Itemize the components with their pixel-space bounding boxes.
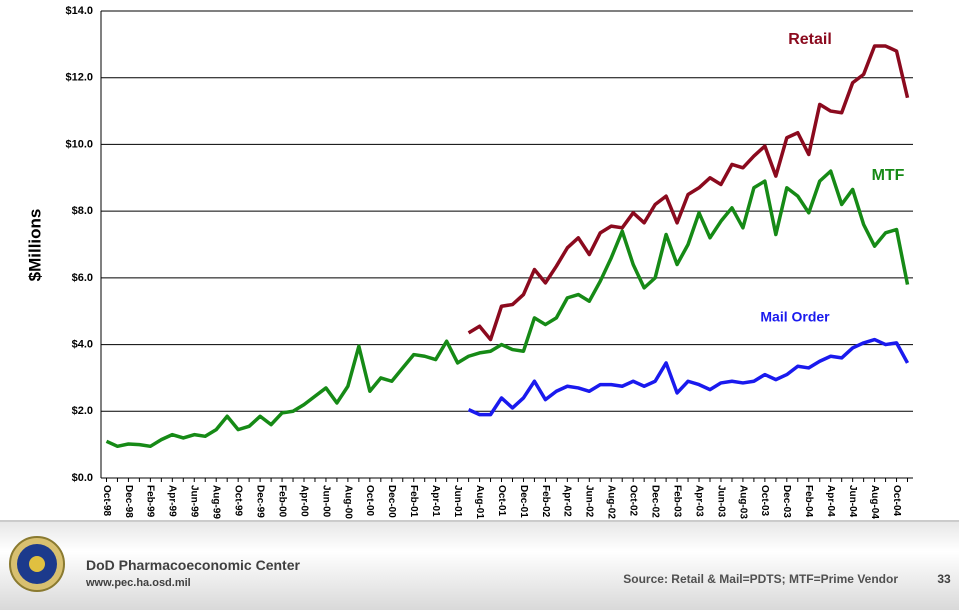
x-tick-label: Jun-00 <box>320 485 331 518</box>
footer-graphics: DoD Pharmacoeconomic Center www.pec.ha.o… <box>0 520 959 592</box>
logo-emblem <box>29 556 45 572</box>
x-tick-label: Aug-02 <box>606 485 617 519</box>
x-tick-label: Jun-02 <box>584 485 595 518</box>
x-tick-label: Feb-02 <box>540 485 551 518</box>
x-tick-label: Oct-03 <box>759 485 770 517</box>
x-tick-label: Feb-99 <box>145 485 156 518</box>
x-tick-label: Jun-01 <box>452 485 463 518</box>
chart: $Millions $0.0 $2.0 $4.0 $6.0 $8.0 $10.0 $12.0… <box>25 5 913 519</box>
x-tick-label: Aug-99 <box>211 485 222 519</box>
y-tick-label: $2.0 <box>72 405 93 417</box>
series-label: Retail <box>788 31 832 48</box>
x-tick-label: Feb-01 <box>408 485 419 518</box>
organization: DoD Pharmacoeconomic Center <box>86 557 300 573</box>
x-tick-label: Jun-99 <box>189 485 200 518</box>
x-tick-label: Jun-04 <box>847 485 858 518</box>
url: www.pec.ha.osd.mil <box>85 577 191 589</box>
x-tick-label: Apr-01 <box>430 485 441 517</box>
x-tick-label: Oct-02 <box>628 485 639 517</box>
y-tick-label: $6.0 <box>72 272 93 284</box>
series-line <box>105 169 910 449</box>
series-label: MTF <box>872 167 905 184</box>
page-number: 33 <box>937 572 951 586</box>
x-tick-label: Dec-00 <box>386 485 397 518</box>
x-tick-label: Dec-03 <box>781 485 792 518</box>
footer: DoD Pharmacoeconomic Center www.pec.ha.o… <box>0 520 959 610</box>
series-line <box>467 44 910 342</box>
y-tick-label: $8.0 <box>72 205 93 217</box>
x-tick-label: Aug-03 <box>737 485 748 519</box>
y-tick-label: $0.0 <box>72 472 93 484</box>
x-tick-label: Feb-03 <box>671 485 682 518</box>
x-tick-label: Apr-00 <box>298 485 309 517</box>
x-tick-label: Aug-00 <box>342 485 353 519</box>
x-tick-label: Oct-99 <box>233 485 244 517</box>
y-axis-label: $Millions <box>25 209 44 282</box>
series-line <box>467 337 910 417</box>
x-tick-label: Apr-04 <box>825 485 836 517</box>
y-tick-label: $10.0 <box>65 138 93 150</box>
x-tick-label: Dec-99 <box>254 485 265 518</box>
x-tick-label: Dec-02 <box>649 485 660 518</box>
x-tick-label: Aug-04 <box>869 485 880 519</box>
y-tick-label: $4.0 <box>72 338 93 350</box>
x-tick-label: Oct-98 <box>101 485 112 517</box>
series-label: Mail Order <box>760 309 830 325</box>
x-tick-label: Apr-02 <box>562 485 573 517</box>
x-tick-label: Dec-01 <box>518 485 529 518</box>
y-tick-label: $12.0 <box>65 72 93 84</box>
x-tick-label: Dec-98 <box>123 485 134 518</box>
x-tick-label: Apr-03 <box>693 485 704 517</box>
x-tick-label: Aug-01 <box>474 485 485 519</box>
x-tick-label: Oct-00 <box>364 485 375 517</box>
x-tick-label: Oct-01 <box>496 485 507 517</box>
y-tick-label: $14.0 <box>65 5 93 17</box>
x-tick-label: Jun-03 <box>715 485 726 518</box>
source-note: Source: Retail & Mail=PDTS; MTF=Prime Ve… <box>623 572 898 586</box>
x-tick-label: Feb-04 <box>803 485 814 518</box>
x-tick-label: Feb-00 <box>276 485 287 518</box>
x-tick-label: Oct-04 <box>891 485 902 517</box>
x-tick-label: Apr-99 <box>167 485 178 517</box>
